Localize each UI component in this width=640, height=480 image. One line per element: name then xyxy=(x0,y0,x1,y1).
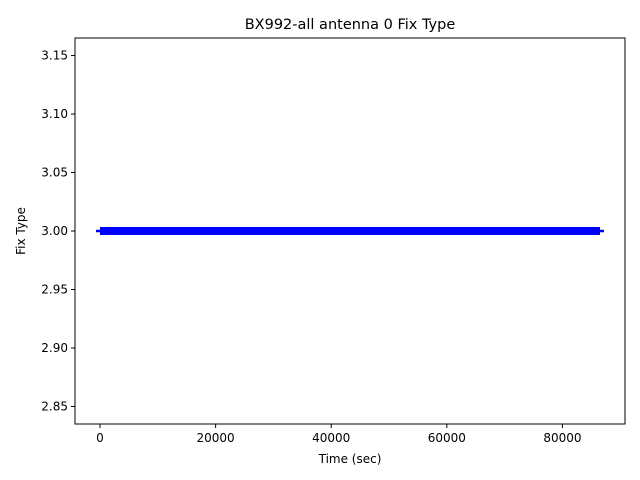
x-tick-label: 0 xyxy=(96,431,104,445)
y-axis: 2.85 2.90 2.95 3.00 3.05 3.10 3.15 xyxy=(41,49,75,413)
series-band xyxy=(100,227,600,235)
x-tick-label: 60000 xyxy=(428,431,466,445)
y-tick-label: 2.90 xyxy=(41,341,68,355)
y-tick-label: 3.15 xyxy=(41,49,68,63)
y-axis-label: Fix Type xyxy=(14,207,28,255)
x-axis: 0 20000 40000 60000 80000 xyxy=(96,424,582,445)
y-tick-label: 2.85 xyxy=(41,399,68,413)
x-axis-label: Time (sec) xyxy=(318,452,382,466)
y-tick-label: 3.10 xyxy=(41,107,68,121)
x-tick-label: 80000 xyxy=(543,431,581,445)
x-tick-label: 40000 xyxy=(312,431,350,445)
chart-title: BX992-all antenna 0 Fix Type xyxy=(245,17,456,33)
plot-area xyxy=(74,37,626,425)
x-tick-label: 20000 xyxy=(197,431,235,445)
y-tick-label: 3.00 xyxy=(41,224,68,238)
series-layer xyxy=(96,227,604,235)
y-tick-label: 2.95 xyxy=(41,282,68,296)
y-tick-label: 3.05 xyxy=(41,166,68,180)
